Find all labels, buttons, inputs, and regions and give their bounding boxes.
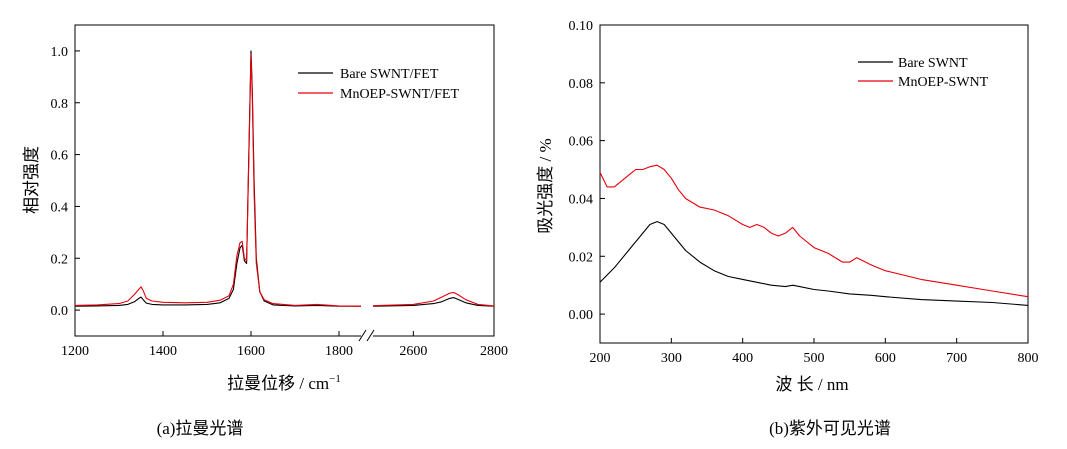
panel-b-y-tick-label: 0.00	[569, 308, 594, 323]
panel-a-axis-break-gap	[361, 331, 373, 341]
panel-a-x-axis-label-sup: −1	[329, 373, 341, 385]
panel-b-x-tick-label: 200	[590, 351, 611, 366]
panel-a-series-1-line-left	[74, 54, 362, 307]
panel-a-y-tick-label: 1.0	[51, 45, 69, 60]
panel-b-x-tick-label: 300	[661, 351, 682, 366]
panel-b-x-tick-label: 500	[804, 351, 825, 366]
panel-a-y-tick-label: 0.8	[51, 97, 69, 112]
panel-b-caption: (b)紫外可见光谱	[769, 419, 891, 438]
panel-b-series-1-line	[599, 164, 1029, 298]
panel-a-axis-break-mark-right	[366, 329, 375, 342]
panel-a-x-ticks: 1200 1400 1600 1800 2600 2800	[61, 331, 508, 359]
panel-a-series-0-line-left	[74, 50, 361, 307]
panel-a-y-tick-label: 0.2	[51, 252, 69, 267]
panel-a-y-axis-label: 相对强度	[22, 146, 41, 214]
panel-b-uvvis: 200 300 400 500 600 700 800 0.000.020.040.060.…	[536, 19, 1039, 438]
panel-a-y-tick-label: 0.0	[51, 304, 69, 319]
panel-b-legend-label-0: Bare SWNT	[898, 56, 968, 71]
panel-b-legend: Bare SWNT MnOEP-SWNT	[858, 56, 989, 90]
panel-a-series-1-line-right	[372, 291, 495, 307]
panel-b-y-tick-label: 0.06	[569, 135, 594, 150]
panel-a-series-lines	[74, 50, 495, 307]
panel-a-x-axis-label-main: 拉曼位移 / cm	[227, 374, 329, 393]
panel-a-series-0-line-right	[372, 297, 495, 307]
panel-b-y-tick-label: 0.08	[569, 77, 594, 92]
panel-a-x-tick-label: 1600	[237, 344, 265, 359]
panel-a-x-tick-label: 2800	[480, 344, 508, 359]
panel-b-series-lines	[599, 164, 1029, 306]
panel-a-y-tick-label: 0.4	[51, 200, 69, 215]
panel-b-x-tick-label: 800	[1018, 351, 1039, 366]
panel-a-plot-frame	[74, 24, 495, 337]
panel-a-x-tick-label: 2600	[399, 344, 427, 359]
panel-b-x-tick-label: 700	[946, 351, 967, 366]
panel-b-x-tick-label: 400	[732, 351, 753, 366]
panel-b-series-0-line	[599, 221, 1029, 306]
panel-a-raman: 1200 1400 1600 1800 2600 2800 0.0 0.2 0.4 0.6 0.8…	[22, 24, 508, 438]
panel-b-plot-frame	[599, 24, 1029, 344]
panel-b-y-tick-label: 0.10	[569, 19, 594, 34]
panel-b-x-tick-label: 600	[875, 351, 896, 366]
panel-a-x-tick-label: 1400	[149, 344, 177, 359]
panel-a-legend-label-1: MnOEP-SWNT/FET	[340, 87, 459, 102]
panel-a-y-ticks: 0.0 0.2 0.4 0.6 0.8 1.0	[51, 45, 80, 319]
panel-a-x-tick-label: 1800	[325, 344, 353, 359]
panel-b-legend-label-1: MnOEP-SWNT	[898, 75, 989, 90]
panel-a-legend-label-0: Bare SWNT/FET	[340, 67, 439, 82]
panel-b-y-ticks: 0.00 0.02 0.04 0.06 0.08 0.10	[569, 19, 605, 323]
panel-a-y-tick-label: 0.6	[51, 149, 69, 164]
panel-a-axis-break-mark-left	[358, 329, 367, 342]
panel-b-y-tick-label: 0.02	[569, 250, 594, 265]
panel-b-y-axis-label: 吸光强度 / %	[536, 138, 555, 233]
panel-b-x-axis-label: 波 长 / nm	[775, 375, 848, 394]
panel-a-x-axis-label: 拉曼位移 / cm−1	[227, 373, 341, 393]
panel-b-x-ticks: 200 300 400 500 600 700 800	[590, 338, 1039, 366]
panel-a-x-tick-label: 1200	[61, 344, 89, 359]
panel-b-y-tick-label: 0.04	[569, 192, 594, 207]
panel-a-legend: Bare SWNT/FET MnOEP-SWNT/FET	[298, 67, 459, 102]
panel-a-caption: (a)拉曼光谱	[157, 419, 244, 438]
